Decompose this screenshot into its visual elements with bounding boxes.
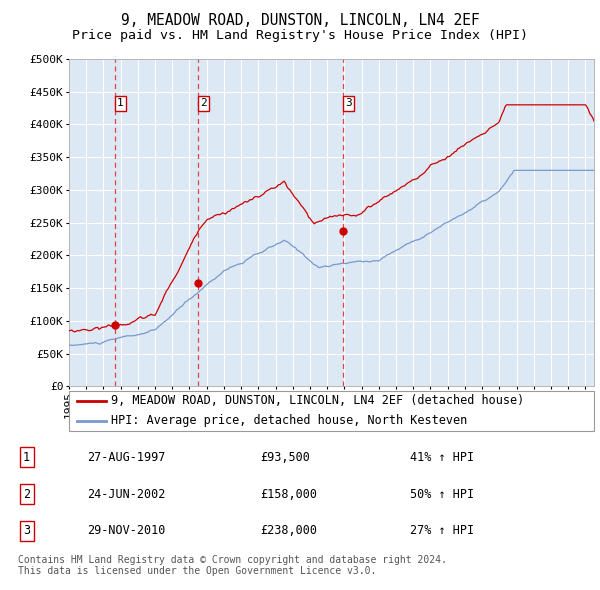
- Text: 27% ↑ HPI: 27% ↑ HPI: [410, 525, 474, 537]
- Text: 2: 2: [23, 487, 30, 501]
- Text: 1: 1: [117, 99, 124, 109]
- Text: Price paid vs. HM Land Registry's House Price Index (HPI): Price paid vs. HM Land Registry's House …: [72, 29, 528, 42]
- Text: £93,500: £93,500: [260, 451, 310, 464]
- Text: 41% ↑ HPI: 41% ↑ HPI: [410, 451, 474, 464]
- Text: 9, MEADOW ROAD, DUNSTON, LINCOLN, LN4 2EF (detached house): 9, MEADOW ROAD, DUNSTON, LINCOLN, LN4 2E…: [111, 394, 524, 407]
- Text: 3: 3: [346, 99, 352, 109]
- Text: £238,000: £238,000: [260, 525, 317, 537]
- Text: 2: 2: [200, 99, 207, 109]
- Text: £158,000: £158,000: [260, 487, 317, 501]
- Text: 27-AUG-1997: 27-AUG-1997: [87, 451, 166, 464]
- Text: 1: 1: [23, 451, 30, 464]
- Text: 50% ↑ HPI: 50% ↑ HPI: [410, 487, 474, 501]
- Text: HPI: Average price, detached house, North Kesteven: HPI: Average price, detached house, Nort…: [111, 414, 467, 427]
- Text: 3: 3: [23, 525, 30, 537]
- Text: 29-NOV-2010: 29-NOV-2010: [87, 525, 166, 537]
- Text: 24-JUN-2002: 24-JUN-2002: [87, 487, 166, 501]
- Text: 9, MEADOW ROAD, DUNSTON, LINCOLN, LN4 2EF: 9, MEADOW ROAD, DUNSTON, LINCOLN, LN4 2E…: [121, 13, 479, 28]
- FancyBboxPatch shape: [69, 391, 594, 431]
- Text: Contains HM Land Registry data © Crown copyright and database right 2024.
This d: Contains HM Land Registry data © Crown c…: [18, 555, 447, 576]
